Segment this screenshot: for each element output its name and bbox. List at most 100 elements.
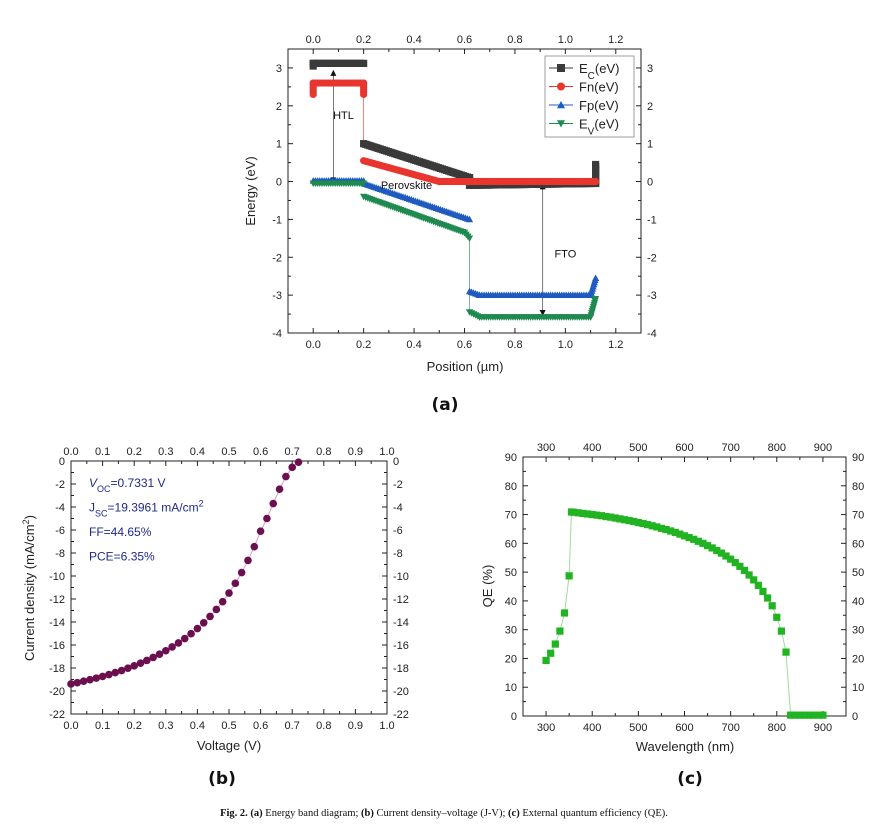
panel-a-data-point: [592, 296, 600, 303]
panel-b-parameter-value: =19.3961 mA/cm: [108, 501, 199, 515]
panel-c-xtick-label-top: 400: [583, 442, 601, 454]
caption-text-a: Energy band diagram;: [262, 808, 362, 819]
panel-a-xtick-label-bottom: 0.0: [306, 339, 321, 351]
panel-a-legend-main: Fp: [579, 98, 594, 113]
panel-b-data-point: [237, 568, 246, 577]
panel-c-data-point: [768, 602, 776, 610]
panel-c-ytick-label-right: 70: [852, 510, 864, 522]
panel-c-ytick-label-right: 0: [852, 711, 858, 723]
panel-a-ylabel: Energy (eV): [243, 156, 258, 225]
panel-c-label: (c): [677, 769, 703, 789]
panel-b-data-point: [73, 678, 82, 687]
panel-a-legend-tail: (eV): [595, 61, 620, 76]
panel-b-ytick-label-left: -16: [49, 640, 65, 652]
panel-b-ylabel-main: Current density (mA/cm: [22, 524, 37, 661]
panel-b-xtick-label-bottom: 0.9: [348, 720, 363, 732]
figure-caption: Fig. 2. (a) Energy band diagram; (b) Cur…: [0, 808, 888, 819]
panel-c-data-point: [574, 509, 582, 517]
panel-c-data-point: [602, 512, 610, 521]
panel-b-data-point: [288, 463, 297, 472]
panel-c-data-point: [777, 627, 785, 635]
panel-c-plot-area: 3003004004005005006006007007008008009009…: [505, 442, 865, 734]
panel-c-data-point: [819, 711, 827, 719]
panel-b-data-point: [155, 650, 164, 658]
panel-a-annotation-perovskite: Perovskite: [381, 180, 432, 192]
panel-b-data-point: [294, 458, 303, 466]
panel-c-xtick-label-bottom: 400: [583, 722, 601, 734]
caption-tag-b: (b): [361, 808, 374, 819]
panel-b-data-point: [143, 656, 151, 665]
panel-b-data-point: [130, 662, 138, 670]
panel-b-xtick-label-bottom: 0.2: [127, 720, 142, 732]
panel-c-data-point: [773, 613, 781, 621]
panel-a-xtick-label-bottom: 1.0: [558, 339, 573, 351]
panel-c-data-point: [740, 566, 749, 574]
panel-b-data-point: [92, 674, 101, 682]
panel-b-xtick-label-bottom: 0.3: [158, 720, 173, 732]
panel-a-ytick-label-right: 0: [647, 177, 653, 189]
panel-c-data-point: [671, 528, 679, 536]
panel-a-ytick-label-left: -2: [272, 252, 282, 264]
panel-b-plot-area: 0.0 0.0 0.1 0.1 0.2 0.2 0.3 0.3 0.4 0.4 0.5 0.5 0.6 0…: [49, 446, 409, 732]
panel-c-ytick-label-right: 30: [852, 625, 864, 637]
panel-b-parameter: VOC=0.7331 V: [89, 476, 166, 494]
panel-b-ytick-label-left: -20: [49, 686, 65, 698]
panel-a-arrow-head-down: [539, 309, 546, 316]
panel-c-data-point: [708, 544, 716, 552]
panel-c-data-point: [579, 509, 587, 518]
panel-a-xtick-label-bottom: 0.2: [356, 339, 371, 351]
caption-fig-label: Fig. 2.: [220, 808, 248, 819]
panel-c-data-point: [620, 516, 629, 524]
panel-c-data-point: [653, 523, 661, 531]
panel-c-data-point: [639, 519, 647, 528]
panel-c-data-point: [560, 609, 569, 617]
panel-b-ytick-label-left: -6: [55, 525, 65, 537]
panel-b-data-point: [187, 629, 195, 638]
panel-b-parameters: VOC=0.7331 V JSC=19.3961 mA/cm2 FF=44.65% P…: [89, 476, 204, 564]
panel-c-xtick-label-top: 300: [537, 442, 555, 454]
panel-c-data-point: [648, 522, 656, 530]
panel-b-ytick-label-right: -8: [393, 548, 403, 560]
panel-b-data-point: [124, 664, 132, 673]
panel-b-data-point: [67, 680, 75, 688]
panel-c-data-point: [588, 510, 596, 519]
panel-c-data-point: [699, 539, 707, 547]
panel-c-ytick-label-right: 40: [852, 596, 864, 608]
panel-c-xtick-label-top: 800: [768, 442, 786, 454]
panel-c-ytick-label-right: 50: [852, 567, 864, 579]
panel-a-ytick-label-right: 3: [647, 63, 653, 75]
panel-b-data-point: [111, 668, 120, 677]
panel-a-label: (a): [431, 395, 458, 415]
panel-b-xtick-label-top: 0.0: [63, 446, 78, 458]
panel-b-data-point: [86, 675, 94, 684]
panel-c-data-point: [625, 516, 633, 525]
panel-a-xtick-label-bottom: 0.8: [507, 339, 522, 351]
panel-c-ytick-label-left: 40: [505, 596, 517, 608]
panel-b-xtick-label-bottom: 0.5: [221, 720, 236, 732]
panel-c-data-point: [782, 648, 790, 656]
panel-a-legend-sub: V: [588, 126, 595, 137]
panel-b-ytick-label-right: -2: [393, 479, 403, 491]
panel-c-data-point: [657, 524, 666, 532]
panel-b-data-point: [193, 624, 202, 633]
panel-c-data-point: [593, 511, 601, 519]
panel-b-parameter-main: V: [89, 476, 98, 490]
panel-c-data-point: [556, 627, 564, 635]
panel-b-xtick-label-bottom: 0.0: [63, 720, 78, 732]
panel-c-data-point: [570, 508, 578, 516]
panel-c-data-point: [814, 711, 822, 719]
panel-c-xtick-label-bottom: 800: [768, 722, 786, 734]
panel-a-legend-marker: [557, 120, 565, 128]
panel-a-series-fnev: [309, 79, 600, 186]
panel-a-xtick-label-bottom: 0.4: [406, 339, 421, 351]
panel-c-xlabel: Wavelength (nm): [636, 739, 735, 754]
caption-tag-a: (a): [250, 808, 263, 819]
panel-b-parameter-main: FF=44.65%: [89, 525, 152, 539]
panel-b-ytick-label-left: 0: [59, 456, 65, 468]
panel-c-data-point: [763, 594, 772, 602]
panel-c-data-point: [805, 711, 813, 719]
panel-c-data-point: [787, 711, 795, 719]
panel-a-data-point: [465, 235, 474, 242]
panel-b-ytick-label-left: -2: [55, 479, 65, 491]
panel-c-data-point: [722, 552, 730, 560]
